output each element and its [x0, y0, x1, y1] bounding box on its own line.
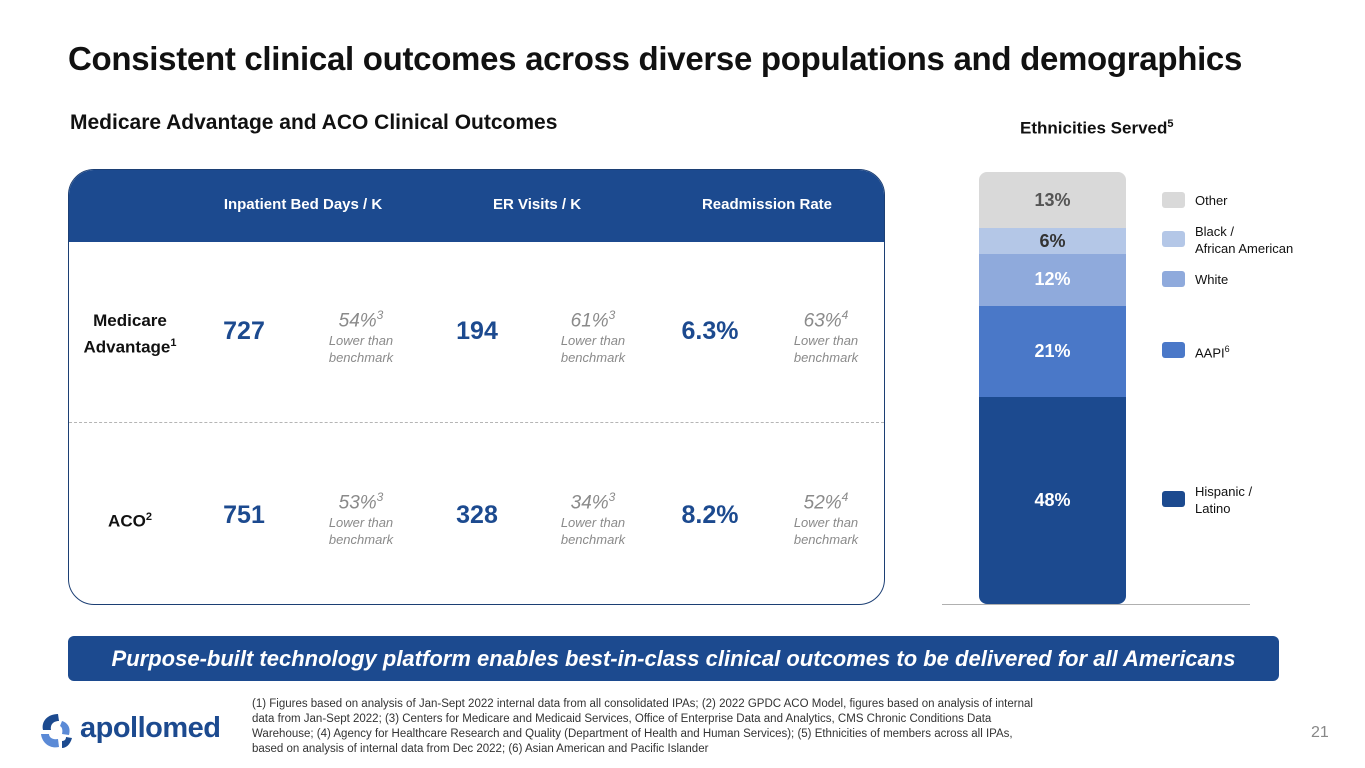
- row-label-line1: Medicare: [93, 311, 167, 330]
- bar-segment-label: 6%: [1039, 230, 1066, 251]
- comparison-note: benchmark: [560, 532, 626, 548]
- legend-text: Latino: [1195, 501, 1231, 516]
- highlight-banner: Purpose-built technology platform enable…: [68, 636, 1279, 681]
- bar-segment-other: 13%: [979, 172, 1126, 229]
- legend-text: African American: [1195, 241, 1294, 256]
- ethnicities-title-text: Ethnicities Served: [1020, 118, 1168, 138]
- bar-segment-label: 48%: [1034, 489, 1071, 510]
- comparison-cell: 52%4 Lower than benchmark: [771, 486, 881, 548]
- comparison-pct: 63%: [803, 310, 842, 332]
- legend-swatch-aapi: [1162, 342, 1185, 358]
- logo-mark-icon: [41, 714, 72, 748]
- footnote-ref: 5: [1167, 118, 1174, 130]
- metric-value: 6.3%: [681, 317, 739, 345]
- legend-swatch-hispanic: [1162, 491, 1185, 507]
- legend-text: Other: [1195, 193, 1228, 208]
- bar-segment-label: 12%: [1034, 269, 1071, 290]
- footnote-ref: 3: [376, 490, 384, 504]
- legend-swatch-other: [1162, 192, 1185, 208]
- footnote-text: (1) Figures based on analysis of Jan-Sep…: [252, 698, 1033, 755]
- logo-wordmark: apollomed: [80, 712, 221, 744]
- bar-segment-label: 13%: [1034, 189, 1071, 210]
- legend-text: Black /: [1195, 224, 1235, 239]
- footnote-ref: 6: [1224, 344, 1230, 354]
- legend-label-white: White: [1195, 271, 1228, 288]
- page-number: 21: [1311, 724, 1329, 741]
- footnote-ref: 4: [841, 490, 849, 504]
- ethnicities-stacked-bar: 13% 6% 12% 21% 48%: [979, 172, 1126, 604]
- legend-label-aapi: AAPI6: [1195, 341, 1230, 361]
- comparison-note: benchmark: [793, 532, 859, 548]
- bar-segment-hispanic: 48%: [979, 396, 1126, 604]
- footnote-ref: 3: [376, 308, 384, 322]
- row-label-aco: ACO2: [69, 506, 195, 533]
- bar-segment-white: 12%: [979, 254, 1126, 306]
- comparison-cell: 53%3 Lower than benchmark: [306, 486, 416, 548]
- metric-value: 8.2%: [681, 501, 739, 529]
- row-divider: [69, 422, 884, 423]
- comparison-note: Lower than: [328, 515, 394, 531]
- comparison-note: benchmark: [328, 350, 394, 366]
- column-header-readmission: Readmission Rate: [701, 196, 833, 213]
- metric-value: 751: [223, 501, 265, 529]
- comparison-pct: 53%: [338, 492, 377, 514]
- legend-text: AAPI: [1195, 345, 1225, 361]
- comparison-note: benchmark: [793, 350, 859, 366]
- ethnicities-title: Ethnicities Served5: [1020, 118, 1174, 139]
- comparison-cell: 54%3 Lower than benchmark: [306, 304, 416, 366]
- comparison-note: benchmark: [560, 350, 626, 366]
- footnote-ref: 2: [145, 511, 152, 523]
- table-header: Inpatient Bed Days / K ER Visits / K Rea…: [69, 170, 884, 242]
- comparison-note: Lower than: [328, 333, 394, 349]
- legend-label-black: Black / African American: [1195, 223, 1293, 257]
- comparison-note: Lower than: [793, 515, 859, 531]
- legend-label-hispanic: Hispanic / Latino: [1195, 483, 1252, 517]
- column-header-er-visits: ER Visits / K: [492, 196, 582, 213]
- metric-value: 727: [223, 317, 265, 345]
- column-header-inpatient: Inpatient Bed Days / K: [223, 196, 383, 213]
- row-label-line2: Advantage: [83, 337, 171, 357]
- comparison-note: Lower than: [560, 515, 626, 531]
- bar-segment-aapi: 21%: [979, 305, 1126, 397]
- footnote-ref: 3: [608, 308, 616, 322]
- legend-swatch-white: [1162, 271, 1185, 287]
- comparison-cell: 63%4 Lower than benchmark: [771, 304, 881, 366]
- bar-segment-black: 6%: [979, 228, 1126, 255]
- footnote-ref: 4: [841, 308, 849, 322]
- metric-value: 328: [456, 501, 498, 529]
- row-label-medicare-advantage: Medicare Advantage1: [69, 310, 195, 359]
- footnote-ref: 1: [170, 337, 177, 349]
- row-label-line1: ACO: [108, 511, 146, 531]
- comparison-pct: 61%: [570, 310, 609, 332]
- section-subtitle: Medicare Advantage and ACO Clinical Outc…: [70, 111, 558, 134]
- comparison-cell: 34%3 Lower than benchmark: [538, 486, 648, 548]
- outcomes-table: Inpatient Bed Days / K ER Visits / K Rea…: [68, 169, 885, 605]
- comparison-pct: 52%: [803, 492, 842, 514]
- comparison-cell: 61%3 Lower than benchmark: [538, 304, 648, 366]
- legend-text: White: [1195, 272, 1229, 287]
- comparison-pct: 54%: [338, 310, 377, 332]
- page-title: Consistent clinical outcomes across dive…: [68, 40, 1243, 77]
- chart-baseline: [942, 604, 1250, 605]
- company-logo: apollomed: [38, 707, 248, 755]
- metric-value: 194: [456, 317, 498, 345]
- legend-swatch-black: [1162, 231, 1185, 247]
- bar-segment-label: 21%: [1034, 340, 1071, 361]
- comparison-pct: 34%: [570, 492, 609, 514]
- legend-text: Hispanic /: [1195, 484, 1253, 499]
- comparison-note: Lower than: [560, 333, 626, 349]
- comparison-note: Lower than: [793, 333, 859, 349]
- comparison-note: benchmark: [328, 532, 394, 548]
- footnote-ref: 3: [608, 490, 616, 504]
- legend-label-other: Other: [1195, 192, 1228, 209]
